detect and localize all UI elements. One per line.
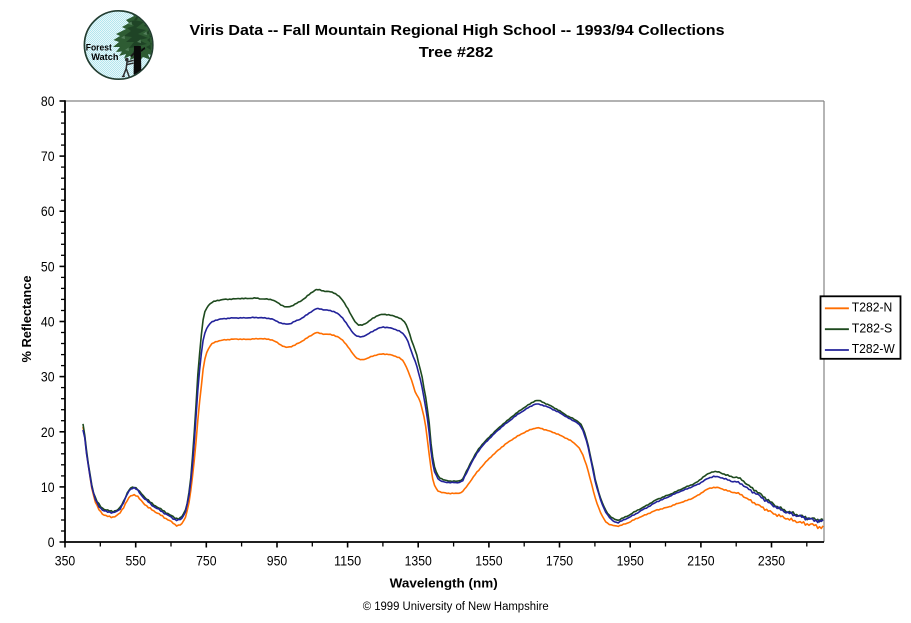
svg-text:T282-S: T282-S <box>852 320 893 335</box>
svg-text:80: 80 <box>41 93 55 109</box>
svg-text:1750: 1750 <box>546 553 573 569</box>
svg-text:30: 30 <box>41 369 55 385</box>
svg-text:Forest: Forest <box>86 42 112 52</box>
svg-text:1150: 1150 <box>334 553 361 569</box>
svg-text:70: 70 <box>41 148 55 164</box>
svg-text:Watch: Watch <box>91 52 119 62</box>
svg-text:20: 20 <box>41 424 55 440</box>
svg-text:0: 0 <box>48 534 55 550</box>
svg-text:1350: 1350 <box>405 553 432 569</box>
svg-text:750: 750 <box>196 553 217 569</box>
svg-text:Wavelength (nm): Wavelength (nm) <box>390 576 498 591</box>
svg-text:950: 950 <box>267 553 288 569</box>
svg-text:% Reflectance: % Reflectance <box>19 276 34 363</box>
svg-text:350: 350 <box>55 553 76 569</box>
svg-text:1950: 1950 <box>617 553 644 569</box>
svg-text:2150: 2150 <box>687 553 714 569</box>
svg-text:1550: 1550 <box>475 553 502 569</box>
svg-text:2350: 2350 <box>758 553 785 569</box>
svg-text:50: 50 <box>41 258 55 274</box>
svg-text:© 1999 University of New Hamps: © 1999 University of New Hampshire <box>363 601 549 613</box>
svg-text:T282-N: T282-N <box>852 300 893 315</box>
svg-text:60: 60 <box>41 203 55 219</box>
svg-text:Tree #282: Tree #282 <box>419 44 494 61</box>
svg-text:40: 40 <box>41 314 55 330</box>
svg-text:10: 10 <box>41 479 55 495</box>
svg-text:T282-W: T282-W <box>852 341 896 356</box>
svg-text:550: 550 <box>126 553 147 569</box>
svg-text:Viris Data -- Fall Mountain Re: Viris Data -- Fall Mountain Regional Hig… <box>190 22 725 39</box>
